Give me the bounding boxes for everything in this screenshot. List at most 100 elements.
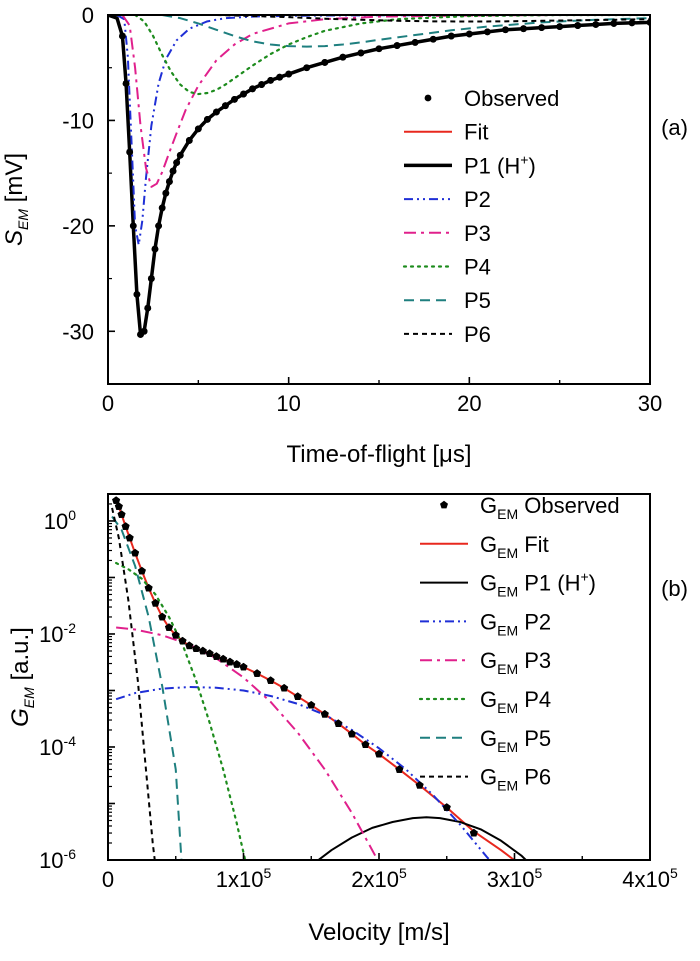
data-point bbox=[375, 45, 383, 53]
series-fit-line bbox=[108, 15, 650, 336]
x-tick-label-main: 0 bbox=[102, 867, 114, 892]
data-point bbox=[375, 749, 383, 758]
data-point bbox=[415, 781, 424, 789]
data-point bbox=[321, 59, 329, 66]
data-point bbox=[280, 683, 289, 692]
legend-label-p4: GEM P4 bbox=[480, 687, 551, 716]
data-point bbox=[117, 510, 126, 518]
x-tick-label-sup: 5 bbox=[399, 865, 407, 881]
y-tick-label: -30 bbox=[62, 319, 94, 344]
legend-label-sup: + bbox=[520, 151, 528, 167]
data-point bbox=[171, 631, 180, 639]
legend-prefix-sub: EM bbox=[497, 700, 518, 716]
legend-label-p1-h: P1 (H+) bbox=[464, 151, 536, 178]
data-point bbox=[628, 19, 636, 27]
data-point bbox=[147, 275, 155, 282]
data-point bbox=[151, 245, 159, 253]
y-axis-title-main: G bbox=[7, 708, 34, 727]
legend-prefix-sub: EM bbox=[497, 778, 518, 794]
series-p4-line bbox=[115, 561, 247, 860]
x-tick-label: 0 bbox=[102, 391, 114, 416]
series-p5-line bbox=[162, 15, 650, 48]
x-tick-label: 3x105 bbox=[487, 865, 543, 892]
x-tick-label: 4x105 bbox=[622, 865, 678, 892]
legend-label-text: P6 bbox=[518, 765, 551, 790]
x-tick-label-sup: 5 bbox=[670, 865, 678, 881]
series-observed-markers-top bbox=[119, 18, 650, 338]
legend-label-text: Observed bbox=[518, 493, 620, 518]
x-tick-label-main: 4x10 bbox=[622, 867, 670, 892]
data-point bbox=[231, 95, 238, 103]
x-tick-label: 2x105 bbox=[351, 865, 407, 892]
panel-label: (a) bbox=[661, 115, 688, 140]
legend-prefix-sub: EM bbox=[497, 661, 518, 677]
data-point bbox=[258, 81, 265, 88]
y-axis-title: SEM [mV] bbox=[1, 153, 31, 246]
data-point bbox=[303, 64, 311, 72]
data-point bbox=[178, 636, 187, 645]
y-tick-label: -10 bbox=[62, 108, 94, 133]
x-tick-label-main: 3x10 bbox=[487, 867, 535, 892]
y-tick-label-main: 10 bbox=[39, 735, 63, 760]
data-point bbox=[158, 612, 167, 621]
data-point bbox=[240, 90, 247, 98]
data-point bbox=[267, 76, 274, 84]
data-point bbox=[334, 719, 343, 727]
legend-label-text: P5 bbox=[518, 726, 551, 751]
x-tick-label: 20 bbox=[457, 391, 481, 416]
legend-prefix: G bbox=[480, 726, 497, 751]
legend-label-text: Fit bbox=[518, 532, 549, 557]
legend-label-observed: Observed bbox=[464, 86, 559, 111]
legend-label-p1-h: GEM P1 (H+) bbox=[480, 569, 596, 600]
y-axis-title-unit: [mV] bbox=[1, 153, 28, 209]
legend-label-end: ) bbox=[528, 153, 535, 178]
series-observed-markers bbox=[119, 18, 650, 338]
data-point bbox=[164, 623, 173, 631]
legend-prefix-sub: EM bbox=[497, 506, 518, 522]
data-point bbox=[112, 496, 121, 504]
data-point bbox=[447, 32, 455, 40]
y-tick-label: 0 bbox=[82, 3, 94, 28]
series-p5-line bbox=[111, 515, 183, 860]
panel-b: 0 1x105 2x105 3x105 4x10510010-210-410-6Velo… bbox=[7, 493, 688, 946]
data-point bbox=[253, 669, 262, 677]
x-tick-label-sup: 5 bbox=[263, 865, 271, 881]
data-point bbox=[320, 710, 329, 718]
data-point bbox=[592, 21, 600, 28]
data-point bbox=[114, 502, 123, 510]
data-point bbox=[520, 25, 527, 33]
data-point bbox=[185, 137, 193, 144]
y-axis-title: GEM [a.u.] bbox=[7, 627, 37, 727]
x-tick-label-main: 2x10 bbox=[351, 867, 399, 892]
x-axis-title: Time-of-flight [μs] bbox=[287, 441, 472, 468]
plot-area bbox=[111, 496, 528, 860]
data-point bbox=[293, 692, 302, 700]
series-p2-line bbox=[115, 686, 492, 860]
y-tick-label-sup: -2 bbox=[64, 620, 77, 636]
data-point bbox=[205, 649, 214, 657]
series-p1-h-line bbox=[316, 816, 528, 860]
data-point bbox=[538, 24, 545, 32]
data-point bbox=[357, 49, 365, 57]
data-point bbox=[192, 644, 201, 653]
data-point bbox=[395, 765, 404, 773]
data-point bbox=[158, 204, 166, 212]
data-point bbox=[276, 73, 284, 81]
data-point bbox=[119, 32, 126, 40]
data-point bbox=[213, 108, 220, 116]
data-point bbox=[429, 35, 437, 43]
y-tick-label: 10-6 bbox=[39, 846, 76, 873]
legend-label-p5: P5 bbox=[464, 288, 491, 313]
legend-label-sup: + bbox=[580, 569, 588, 585]
plot-frame bbox=[107, 493, 651, 861]
plot-frame bbox=[107, 14, 651, 385]
series-p3-line bbox=[121, 15, 650, 188]
data-point bbox=[176, 151, 184, 159]
panel-a: 0 10 20 30 0 -10 -20 -30 Time-of-flight [μs] SEM … bbox=[1, 3, 688, 468]
series-observed-markers-top bbox=[112, 496, 478, 837]
legend-label-p5: GEM P5 bbox=[480, 726, 551, 755]
data-point bbox=[502, 26, 509, 34]
